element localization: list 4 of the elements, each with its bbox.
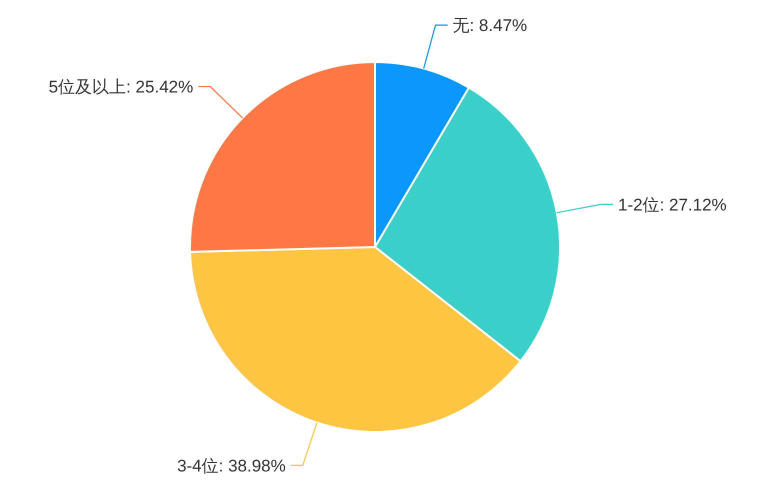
slice-label: 无: 8.47% xyxy=(452,16,528,36)
slice-label: 3-4位: 38.98% xyxy=(177,456,286,476)
slice-label: 5位及以上: 25.42% xyxy=(48,78,194,97)
slice-label: 1-2位: 27.12% xyxy=(618,195,727,214)
